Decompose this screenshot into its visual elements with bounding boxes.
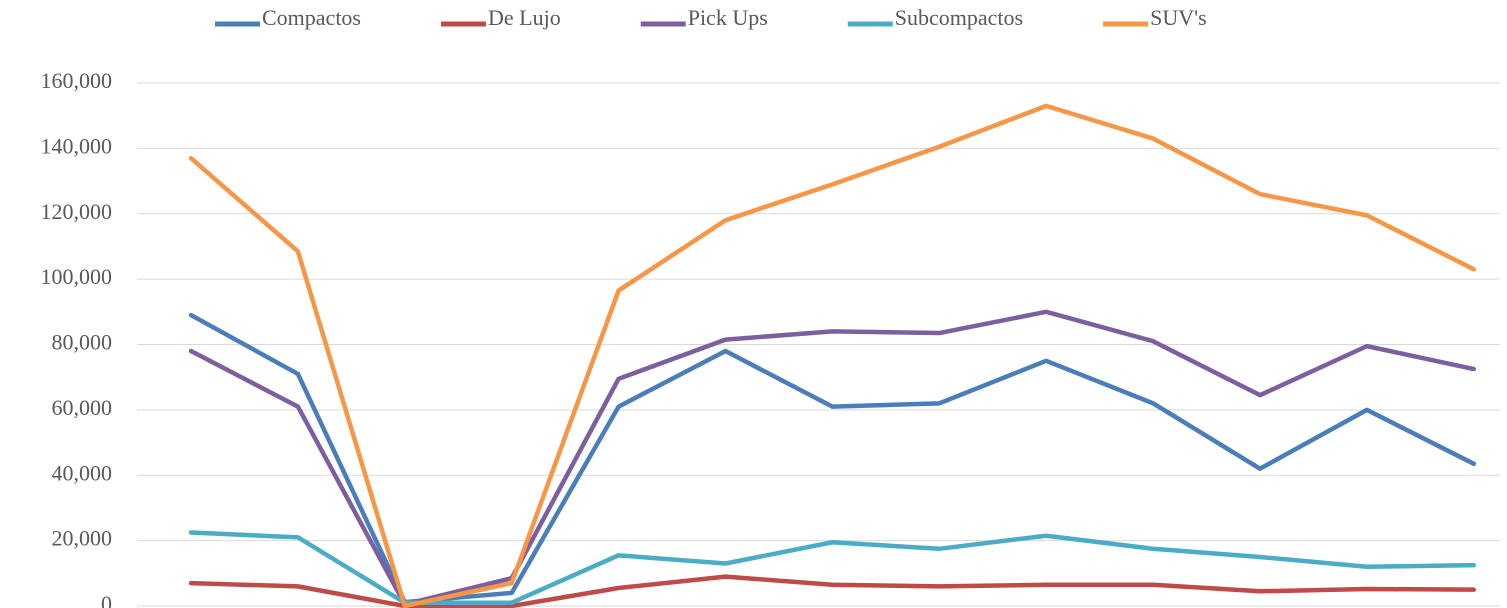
legend-label: Pick Ups [688, 5, 768, 30]
legend-label: De Lujo [488, 5, 561, 30]
legend-label: SUV's [1150, 5, 1207, 30]
y-tick-label: 20,000 [52, 526, 113, 551]
y-tick-label: 80,000 [52, 330, 113, 355]
y-tick-label: 40,000 [52, 460, 113, 485]
line-series [188, 103, 1477, 608]
legend-label: Compactos [262, 5, 361, 30]
legend-label: Subcompactos [895, 5, 1023, 30]
y-tick-label: 160,000 [41, 68, 113, 93]
y-tick-label: 60,000 [52, 395, 113, 420]
y-tick-label: 140,000 [41, 133, 113, 158]
y-tick-label: 0 [101, 591, 112, 608]
y-tick-label: 100,000 [41, 264, 113, 289]
y-tick-label: 120,000 [41, 199, 113, 224]
